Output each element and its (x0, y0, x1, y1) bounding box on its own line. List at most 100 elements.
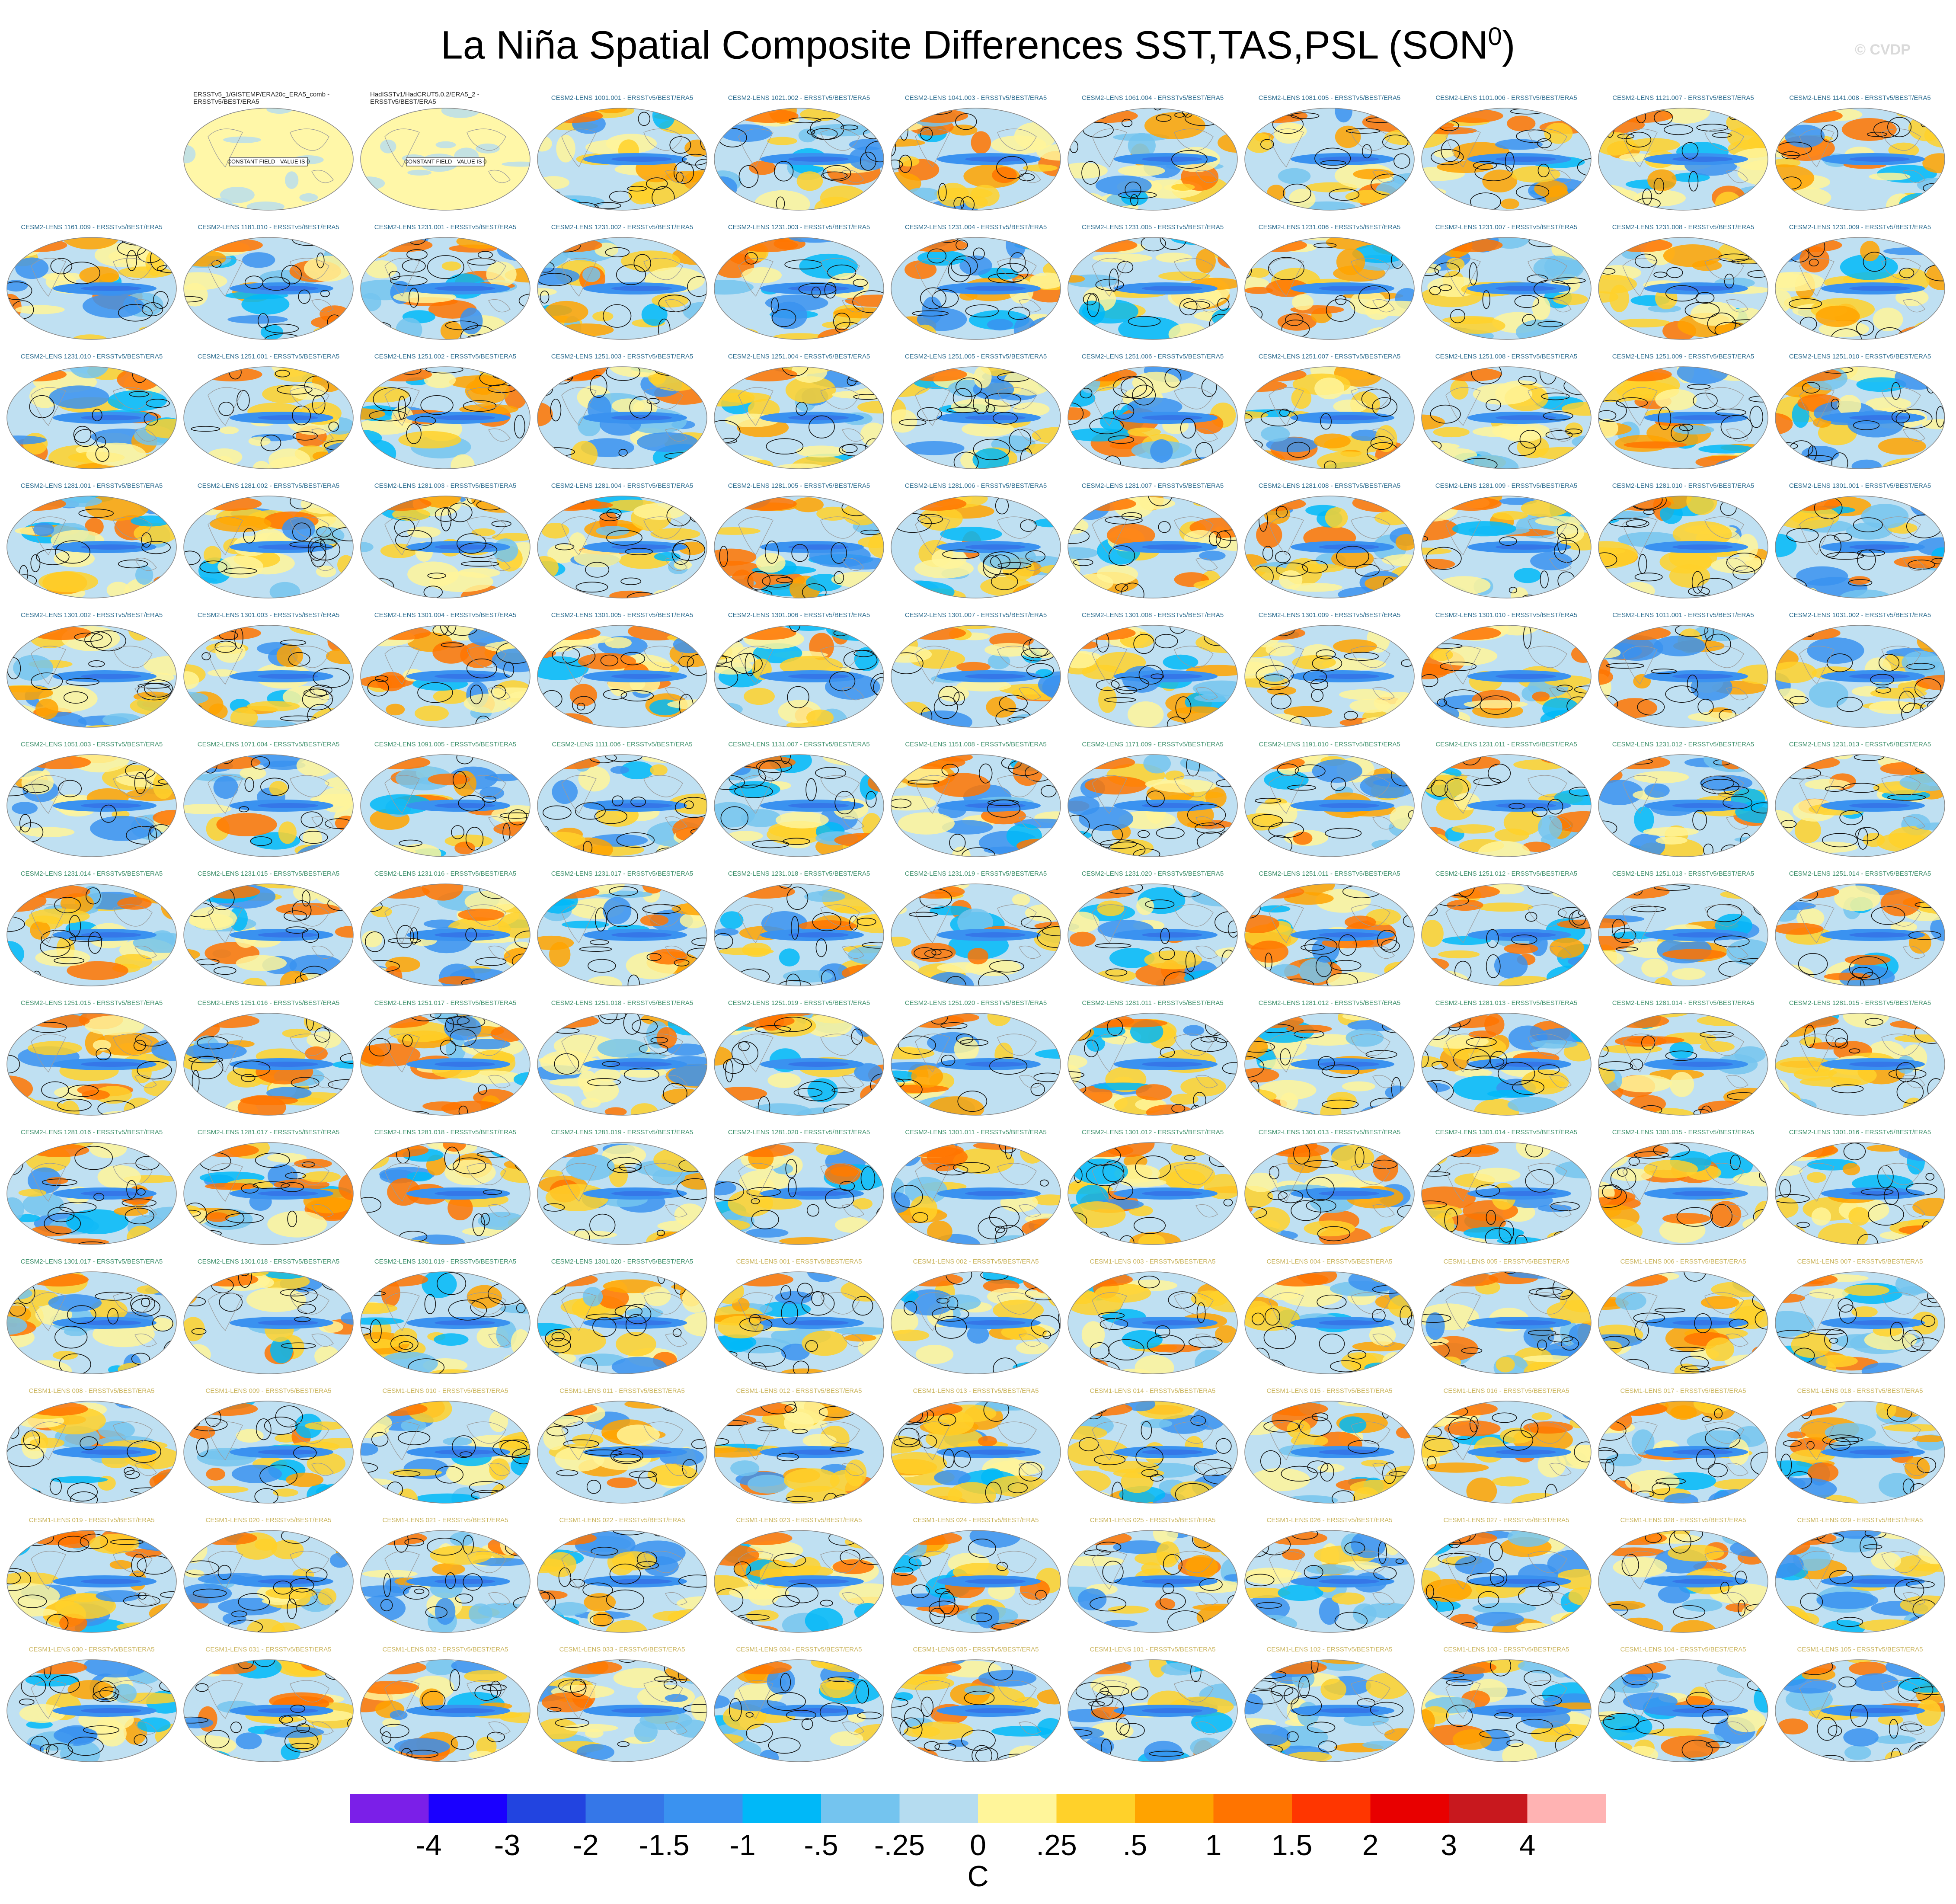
psl-contour (161, 574, 176, 580)
map-border (1067, 237, 1238, 340)
map-border (1067, 366, 1238, 469)
globe-map (1244, 108, 1415, 211)
psl-contour (1923, 842, 1945, 857)
psl-contour (600, 1013, 626, 1021)
psl-contour (579, 946, 612, 952)
coastline (208, 904, 334, 959)
panel-label: CESM2-LENS 1251.006 - ERSSTv5/BEST/ERA5 (1081, 353, 1224, 360)
psl-contour (328, 421, 339, 432)
psl-contour (1745, 707, 1758, 727)
anomaly-blob (974, 367, 992, 388)
psl-contour (683, 459, 707, 469)
psl-contour (63, 262, 100, 285)
anomaly-blob (407, 170, 432, 176)
psl-contour (143, 718, 157, 727)
psl-contour (41, 930, 77, 948)
globe-map (1244, 237, 1415, 340)
anomaly-blob (1422, 547, 1452, 555)
map-border (1421, 754, 1592, 857)
panel-grid: ERSSTv5_1/GISTEMP/ERA20c_ERA5_comb - ERS… (6, 91, 1945, 1762)
anomaly-blob (340, 322, 353, 339)
psl-contour (1671, 424, 1689, 442)
anomaly-blob (49, 385, 109, 409)
psl-contour (811, 128, 838, 140)
map-panel: CESM2-LENS 1251.013 - ERSSTv5/BEST/ERA5 (1597, 867, 1770, 988)
psl-contour (475, 957, 507, 966)
psl-contour (1681, 142, 1699, 160)
anomaly-blob (1288, 583, 1342, 592)
anomaly-blob (853, 914, 884, 934)
map-panel: CESM2-LENS 1281.017 - ERSSTv5/BEST/ERA5 (182, 1125, 355, 1246)
psl-contour (1051, 186, 1061, 209)
cold-tongue-core (1496, 544, 1556, 550)
psl-contour (186, 755, 217, 762)
psl-contour (1775, 1013, 1791, 1015)
psl-contour (451, 825, 464, 839)
globe-map (6, 237, 177, 340)
map-border (183, 1013, 354, 1116)
psl-contour (891, 582, 901, 597)
anomaly-blob (395, 766, 453, 790)
globe-map (714, 1013, 884, 1116)
globe-map (714, 1142, 884, 1245)
globe-map (537, 496, 707, 598)
anomaly-blob (1500, 198, 1519, 209)
anomaly-blob (1392, 1233, 1414, 1245)
panel-label: CESM2-LENS 1301.014 - ERSSTv5/BEST/ERA5 (1435, 1129, 1578, 1136)
psl-contour (275, 370, 290, 378)
cold-tongue-core (1672, 1062, 1733, 1067)
anomaly-blob (1344, 915, 1376, 929)
map-panel: CESM2-LENS 1301.004 - ERSSTv5/BEST/ERA5 (359, 608, 532, 729)
psl-contour (1091, 824, 1123, 845)
anomaly-blob (1809, 681, 1849, 708)
globe-map (1775, 754, 1945, 857)
psl-contour (1245, 438, 1263, 451)
psl-contour (241, 1074, 256, 1082)
map-border (360, 496, 531, 598)
anomaly-blob (744, 688, 775, 705)
anomaly-blob (33, 522, 54, 536)
anomaly-blob (891, 884, 917, 894)
psl-contour (312, 394, 326, 415)
cold-tongue-core (788, 1191, 849, 1196)
anomaly-blob (802, 1330, 847, 1356)
psl-contour (983, 551, 1021, 576)
panel-label: CESM1-LENS 001 - ERSSTv5/BEST/ERA5 (736, 1258, 862, 1265)
psl-contour (716, 334, 745, 339)
psl-contour (1857, 549, 1885, 557)
anomaly-blob (537, 706, 558, 718)
panel-label: CESM2-LENS 1231.005 - ERSSTv5/BEST/ERA5 (1081, 224, 1224, 231)
coastline (1622, 516, 1748, 571)
psl-contour (68, 936, 102, 942)
anomaly-blob (22, 1193, 64, 1216)
anomaly-blob (609, 367, 663, 378)
psl-contour (1301, 944, 1325, 951)
warm-anomaly (371, 368, 432, 381)
anomaly-blob (1365, 576, 1404, 591)
anomaly-blob (1691, 302, 1739, 326)
anomaly-blob (581, 1098, 601, 1108)
map-panel: CESM2-LENS 1281.011 - ERSSTv5/BEST/ERA5 (1066, 996, 1239, 1117)
psl-contour (466, 496, 477, 504)
panel-label: CESM2-LENS 1301.001 - ERSSTv5/BEST/ERA5 (1789, 482, 1931, 490)
anomaly-blob (1776, 455, 1809, 469)
psl-contour (797, 1081, 835, 1101)
cold-tongue-core (1319, 674, 1379, 679)
anomaly-blob (240, 1095, 298, 1106)
map-border (1067, 883, 1238, 986)
anomaly-blob (441, 261, 461, 271)
map-panel: CESM2-LENS 1251.012 - ERSSTv5/BEST/ERA5 (1420, 867, 1593, 988)
psl-contour (540, 290, 550, 304)
anomaly-blob (216, 813, 277, 836)
globe-map (714, 754, 884, 857)
anomaly-blob (252, 461, 271, 469)
psl-contour (1614, 928, 1636, 943)
coastline (1799, 646, 1925, 701)
warm-anomaly (904, 1014, 965, 1028)
anomaly-blob (398, 431, 461, 449)
psl-contour (776, 577, 793, 583)
anomaly-blob (115, 954, 153, 969)
warm-anomaly (903, 1143, 964, 1157)
coastline (384, 387, 511, 442)
anomaly-blob (184, 1272, 212, 1288)
